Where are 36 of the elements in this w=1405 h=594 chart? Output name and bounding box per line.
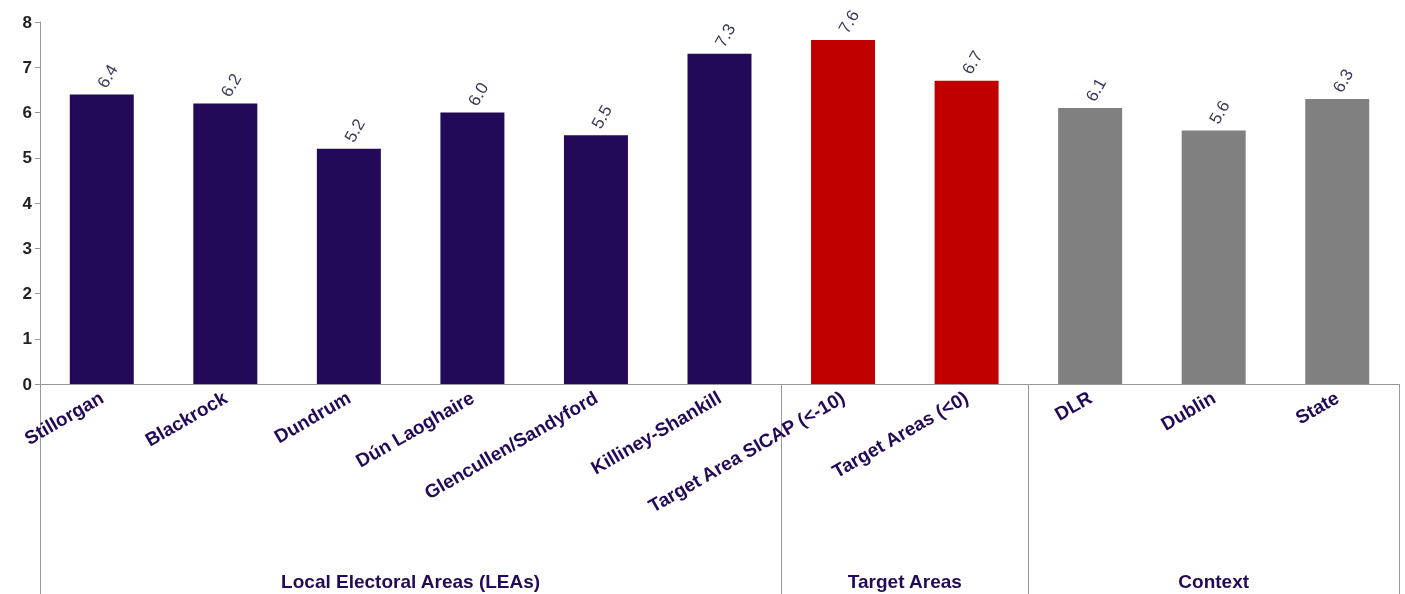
text: Local Electoral Areas (LEAs) [281, 570, 541, 592]
y-tick-label: 1 [22, 329, 32, 349]
bar [69, 94, 134, 384]
data-label: 6.2 [217, 70, 246, 101]
bar [811, 40, 876, 384]
bar [1305, 98, 1370, 384]
y-tick-label: 6 [22, 103, 32, 122]
y-tick-label: 2 [22, 284, 32, 303]
text: Target Areas [847, 570, 962, 592]
bar [1058, 107, 1123, 384]
bar [440, 112, 505, 384]
text: Context [1178, 570, 1250, 592]
data-label: 6.3 [1329, 65, 1358, 96]
bar [563, 135, 628, 384]
y-tick-label: 3 [22, 238, 32, 258]
data-label: 7.3 [711, 20, 740, 51]
y-tick-label: 0 [22, 374, 32, 394]
data-label: 7.6 [834, 6, 864, 37]
bar [193, 103, 258, 384]
data-label: 6.1 [1081, 74, 1111, 105]
data-label: 5.2 [340, 115, 369, 146]
bar [316, 148, 381, 384]
y-tick-label: 8 [22, 12, 32, 32]
bar [1181, 130, 1246, 384]
data-label: 6.0 [464, 79, 493, 110]
data-label: 6.4 [93, 61, 122, 92]
y-tick-label: 7 [22, 57, 32, 77]
x-tick-label: DLR [1051, 386, 1096, 425]
data-label: 5.6 [1205, 97, 1234, 128]
y-tick-label: 5 [22, 148, 32, 168]
bar [934, 80, 999, 384]
data-label: 6.7 [958, 47, 987, 78]
bar [687, 53, 752, 384]
y-tick-label: 4 [22, 193, 33, 213]
data-label: 5.5 [587, 101, 616, 132]
x-tick-label: State [1291, 386, 1343, 429]
